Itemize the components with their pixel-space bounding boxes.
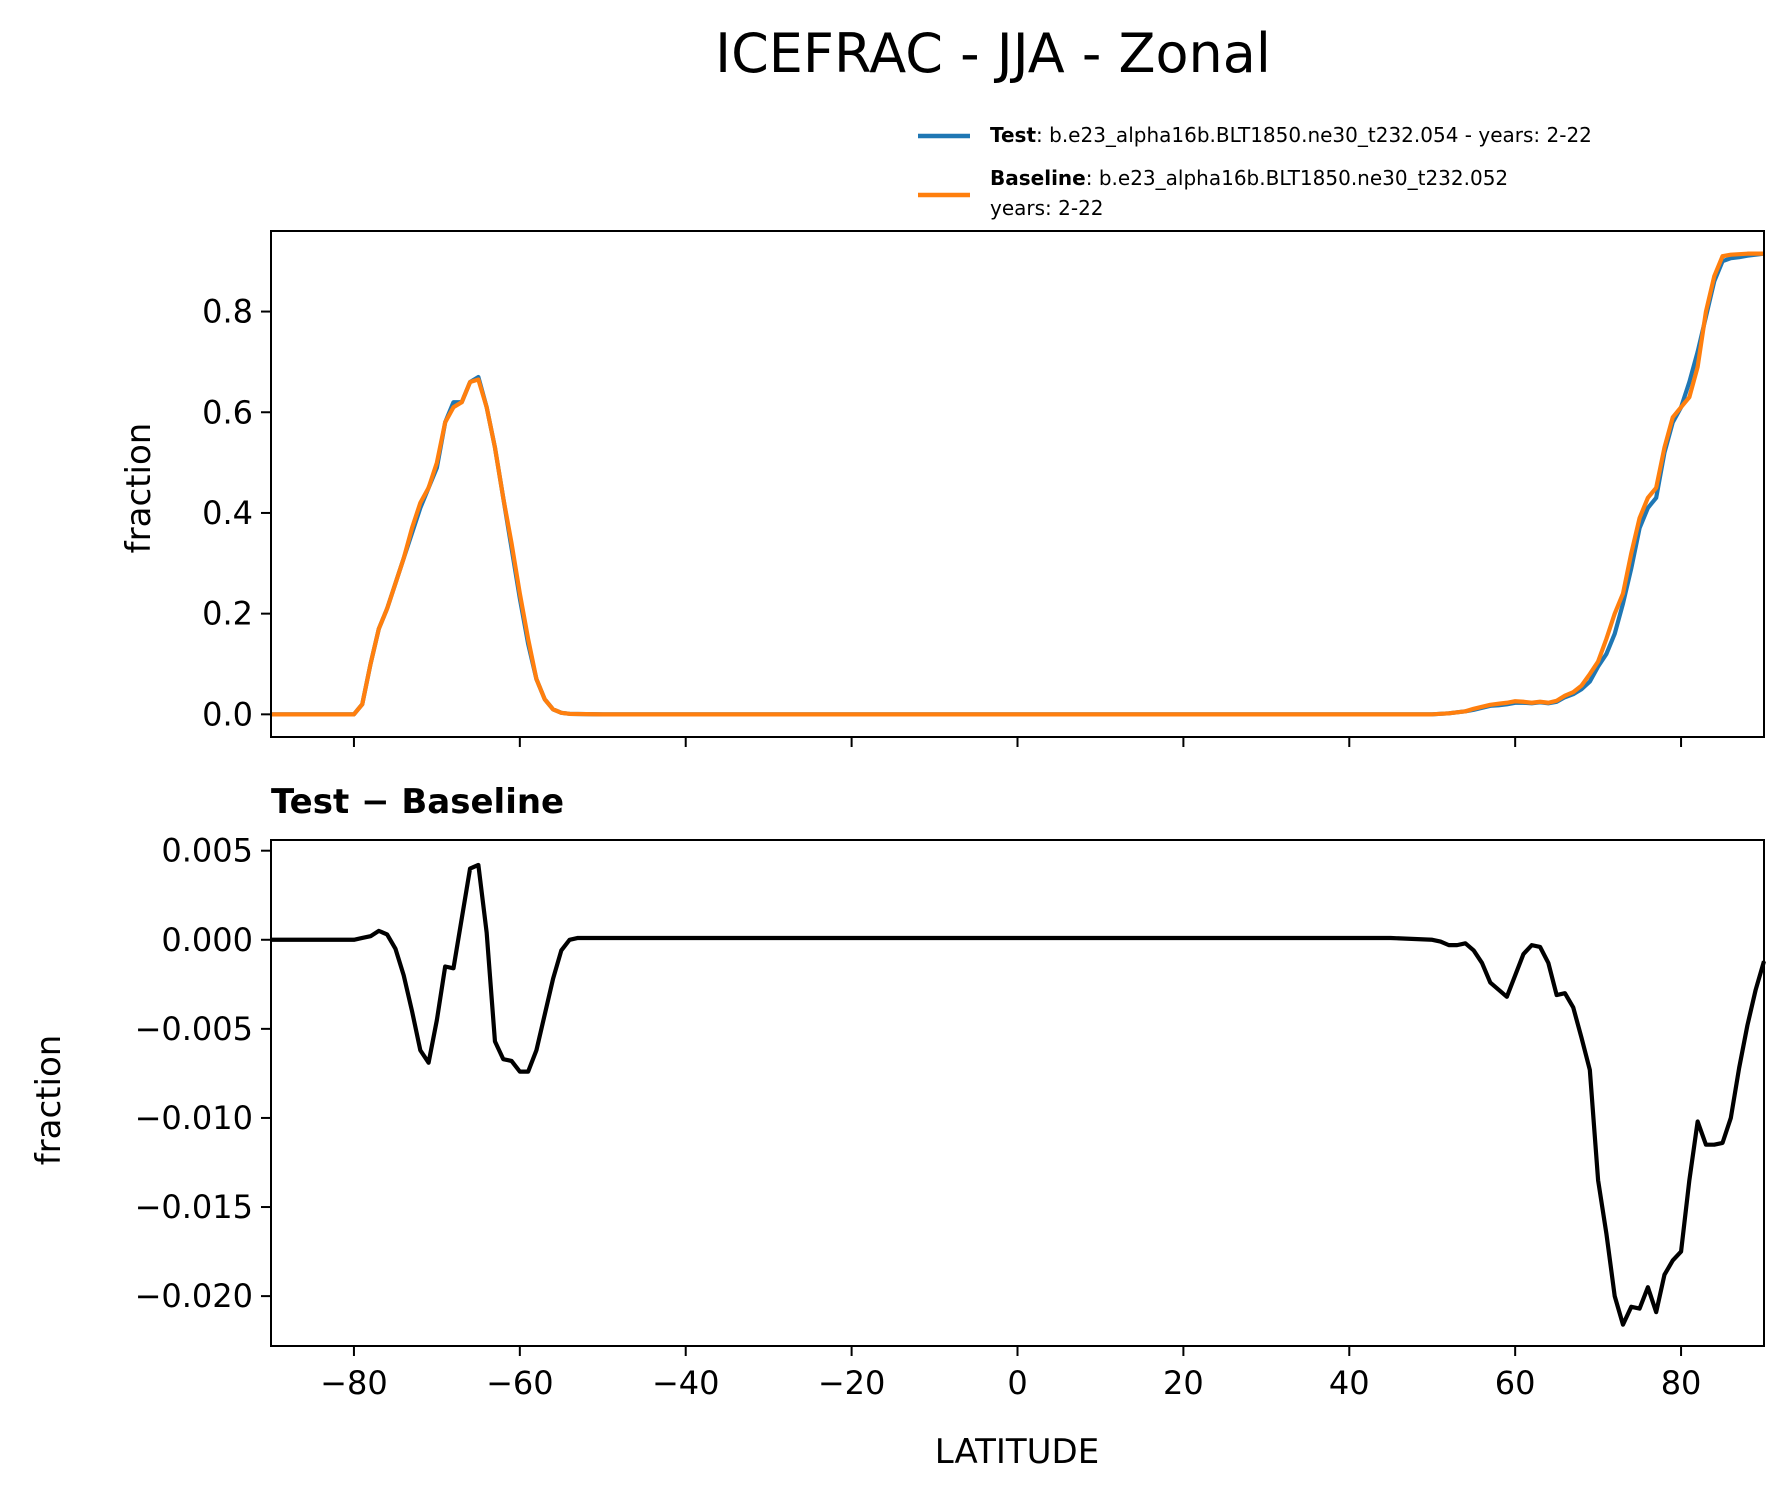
top-y-tick-label: 0.8 [202, 293, 253, 331]
bottom-panel-title: Test − Baseline [271, 782, 564, 822]
bottom-x-tick-label: 40 [1329, 1364, 1370, 1402]
bottom-y-tick-label: −0.005 [135, 1010, 253, 1048]
bottom-x-tick-label: 20 [1163, 1364, 1204, 1402]
legend-entry-test-name: Test [990, 123, 1036, 147]
panel-bottom: Test − Baseline 0.005 0.000 −0.005 −0.010 −0… [29, 782, 1767, 1472]
bottom-y-tick-label: −0.015 [135, 1188, 253, 1226]
figure-title: ICEFRAC - JJA - Zonal [715, 22, 1271, 85]
bottom-plot-area [271, 862, 1767, 1327]
top-y-axis-label: fraction [119, 423, 159, 554]
top-x-ticks [352, 737, 1683, 747]
top-y-tick-label: 0.2 [202, 595, 253, 633]
top-plot-area [271, 251, 1765, 717]
bottom-series-line-difference [271, 862, 1767, 1327]
bottom-x-tick-label: 60 [1495, 1364, 1536, 1402]
legend-entry-baseline-name: Baseline [990, 166, 1086, 190]
legend-entry-baseline: Baseline: b.e23_alpha16b.BLT1850.ne30_t2… [990, 166, 1508, 190]
top-y-tick-label: 0.0 [202, 695, 253, 733]
panel-top: 0.0 0.2 0.4 0.6 0.8 fraction [119, 230, 1765, 747]
bottom-axes-frame [270, 839, 1765, 1347]
bottom-y-tick-label: −0.020 [135, 1277, 253, 1315]
bottom-x-tick-label: −60 [486, 1364, 554, 1402]
legend-entry-baseline-label: b.e23_alpha16b.BLT1850.ne30_t232.052 [1099, 166, 1508, 190]
bottom-y-tick-label: 0.005 [161, 832, 253, 870]
bottom-y-tick-label: −0.010 [135, 1099, 253, 1137]
legend-entry-test: Test: b.e23_alpha16b.BLT1850.ne30_t232.0… [990, 123, 1592, 147]
top-series-line-baseline [271, 251, 1764, 717]
legend-entry-baseline-line2: years: 2-22 [990, 196, 1104, 220]
x-axis-label: LATITUDE [935, 1432, 1099, 1472]
bottom-y-ticks: 0.005 0.000 −0.005 −0.010 −0.015 −0.020 [135, 832, 271, 1315]
legend-entry-test-sep: : [1036, 123, 1049, 147]
bottom-y-tick-label: 0.000 [161, 921, 253, 959]
bottom-x-tick-label: −20 [818, 1364, 886, 1402]
top-axes-frame [270, 230, 1765, 738]
top-y-tick-label: 0.6 [202, 393, 253, 431]
bottom-x-ticks: −80 −60 −40 −20 0 20 40 60 80 [320, 1346, 1701, 1402]
bottom-x-tick-label: −40 [652, 1364, 720, 1402]
bottom-x-tick-label: 0 [1007, 1364, 1027, 1402]
legend: Test: b.e23_alpha16b.BLT1850.ne30_t232.0… [918, 123, 1592, 220]
legend-entry-baseline-sep: : [1086, 166, 1099, 190]
top-y-tick-label: 0.4 [202, 494, 253, 532]
bottom-y-axis-label: fraction [29, 1035, 69, 1166]
bottom-x-tick-label: 80 [1661, 1364, 1702, 1402]
bottom-x-tick-label: −80 [320, 1364, 388, 1402]
legend-entry-test-label: b.e23_alpha16b.BLT1850.ne30_t232.054 - y… [1049, 123, 1592, 147]
top-y-ticks: 0.0 0.2 0.4 0.6 0.8 [202, 293, 271, 733]
